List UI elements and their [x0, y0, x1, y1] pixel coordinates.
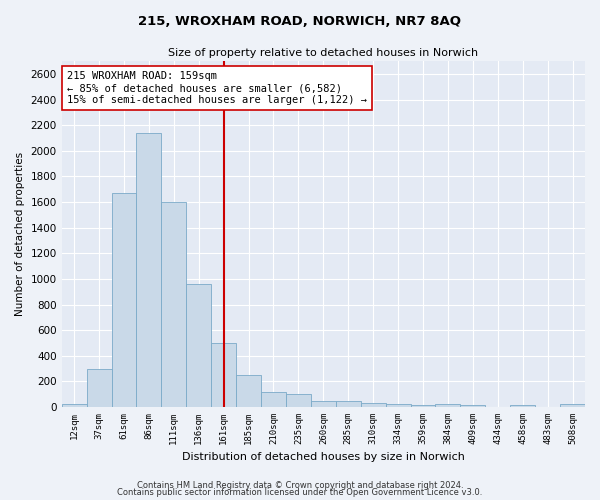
Bar	[186, 284, 211, 407]
Bar	[261, 392, 286, 407]
X-axis label: Distribution of detached houses by size in Norwich: Distribution of detached houses by size …	[182, 452, 465, 462]
Bar	[460, 405, 485, 407]
Bar	[112, 193, 136, 407]
Text: Contains public sector information licensed under the Open Government Licence v3: Contains public sector information licen…	[118, 488, 482, 497]
Bar	[62, 404, 86, 407]
Bar	[161, 202, 186, 407]
Bar	[386, 404, 410, 407]
Bar	[510, 405, 535, 407]
Bar	[86, 368, 112, 407]
Title: Size of property relative to detached houses in Norwich: Size of property relative to detached ho…	[168, 48, 478, 58]
Bar	[361, 402, 386, 407]
Bar	[560, 404, 585, 407]
Text: 215 WROXHAM ROAD: 159sqm
← 85% of detached houses are smaller (6,582)
15% of sem: 215 WROXHAM ROAD: 159sqm ← 85% of detach…	[67, 72, 367, 104]
Y-axis label: Number of detached properties: Number of detached properties	[15, 152, 25, 316]
Bar	[136, 133, 161, 407]
Bar	[336, 402, 361, 407]
Text: 215, WROXHAM ROAD, NORWICH, NR7 8AQ: 215, WROXHAM ROAD, NORWICH, NR7 8AQ	[139, 15, 461, 28]
Bar	[286, 394, 311, 407]
Bar	[211, 343, 236, 407]
Text: Contains HM Land Registry data © Crown copyright and database right 2024.: Contains HM Land Registry data © Crown c…	[137, 480, 463, 490]
Bar	[436, 404, 460, 407]
Bar	[311, 400, 336, 407]
Bar	[236, 375, 261, 407]
Bar	[410, 405, 436, 407]
